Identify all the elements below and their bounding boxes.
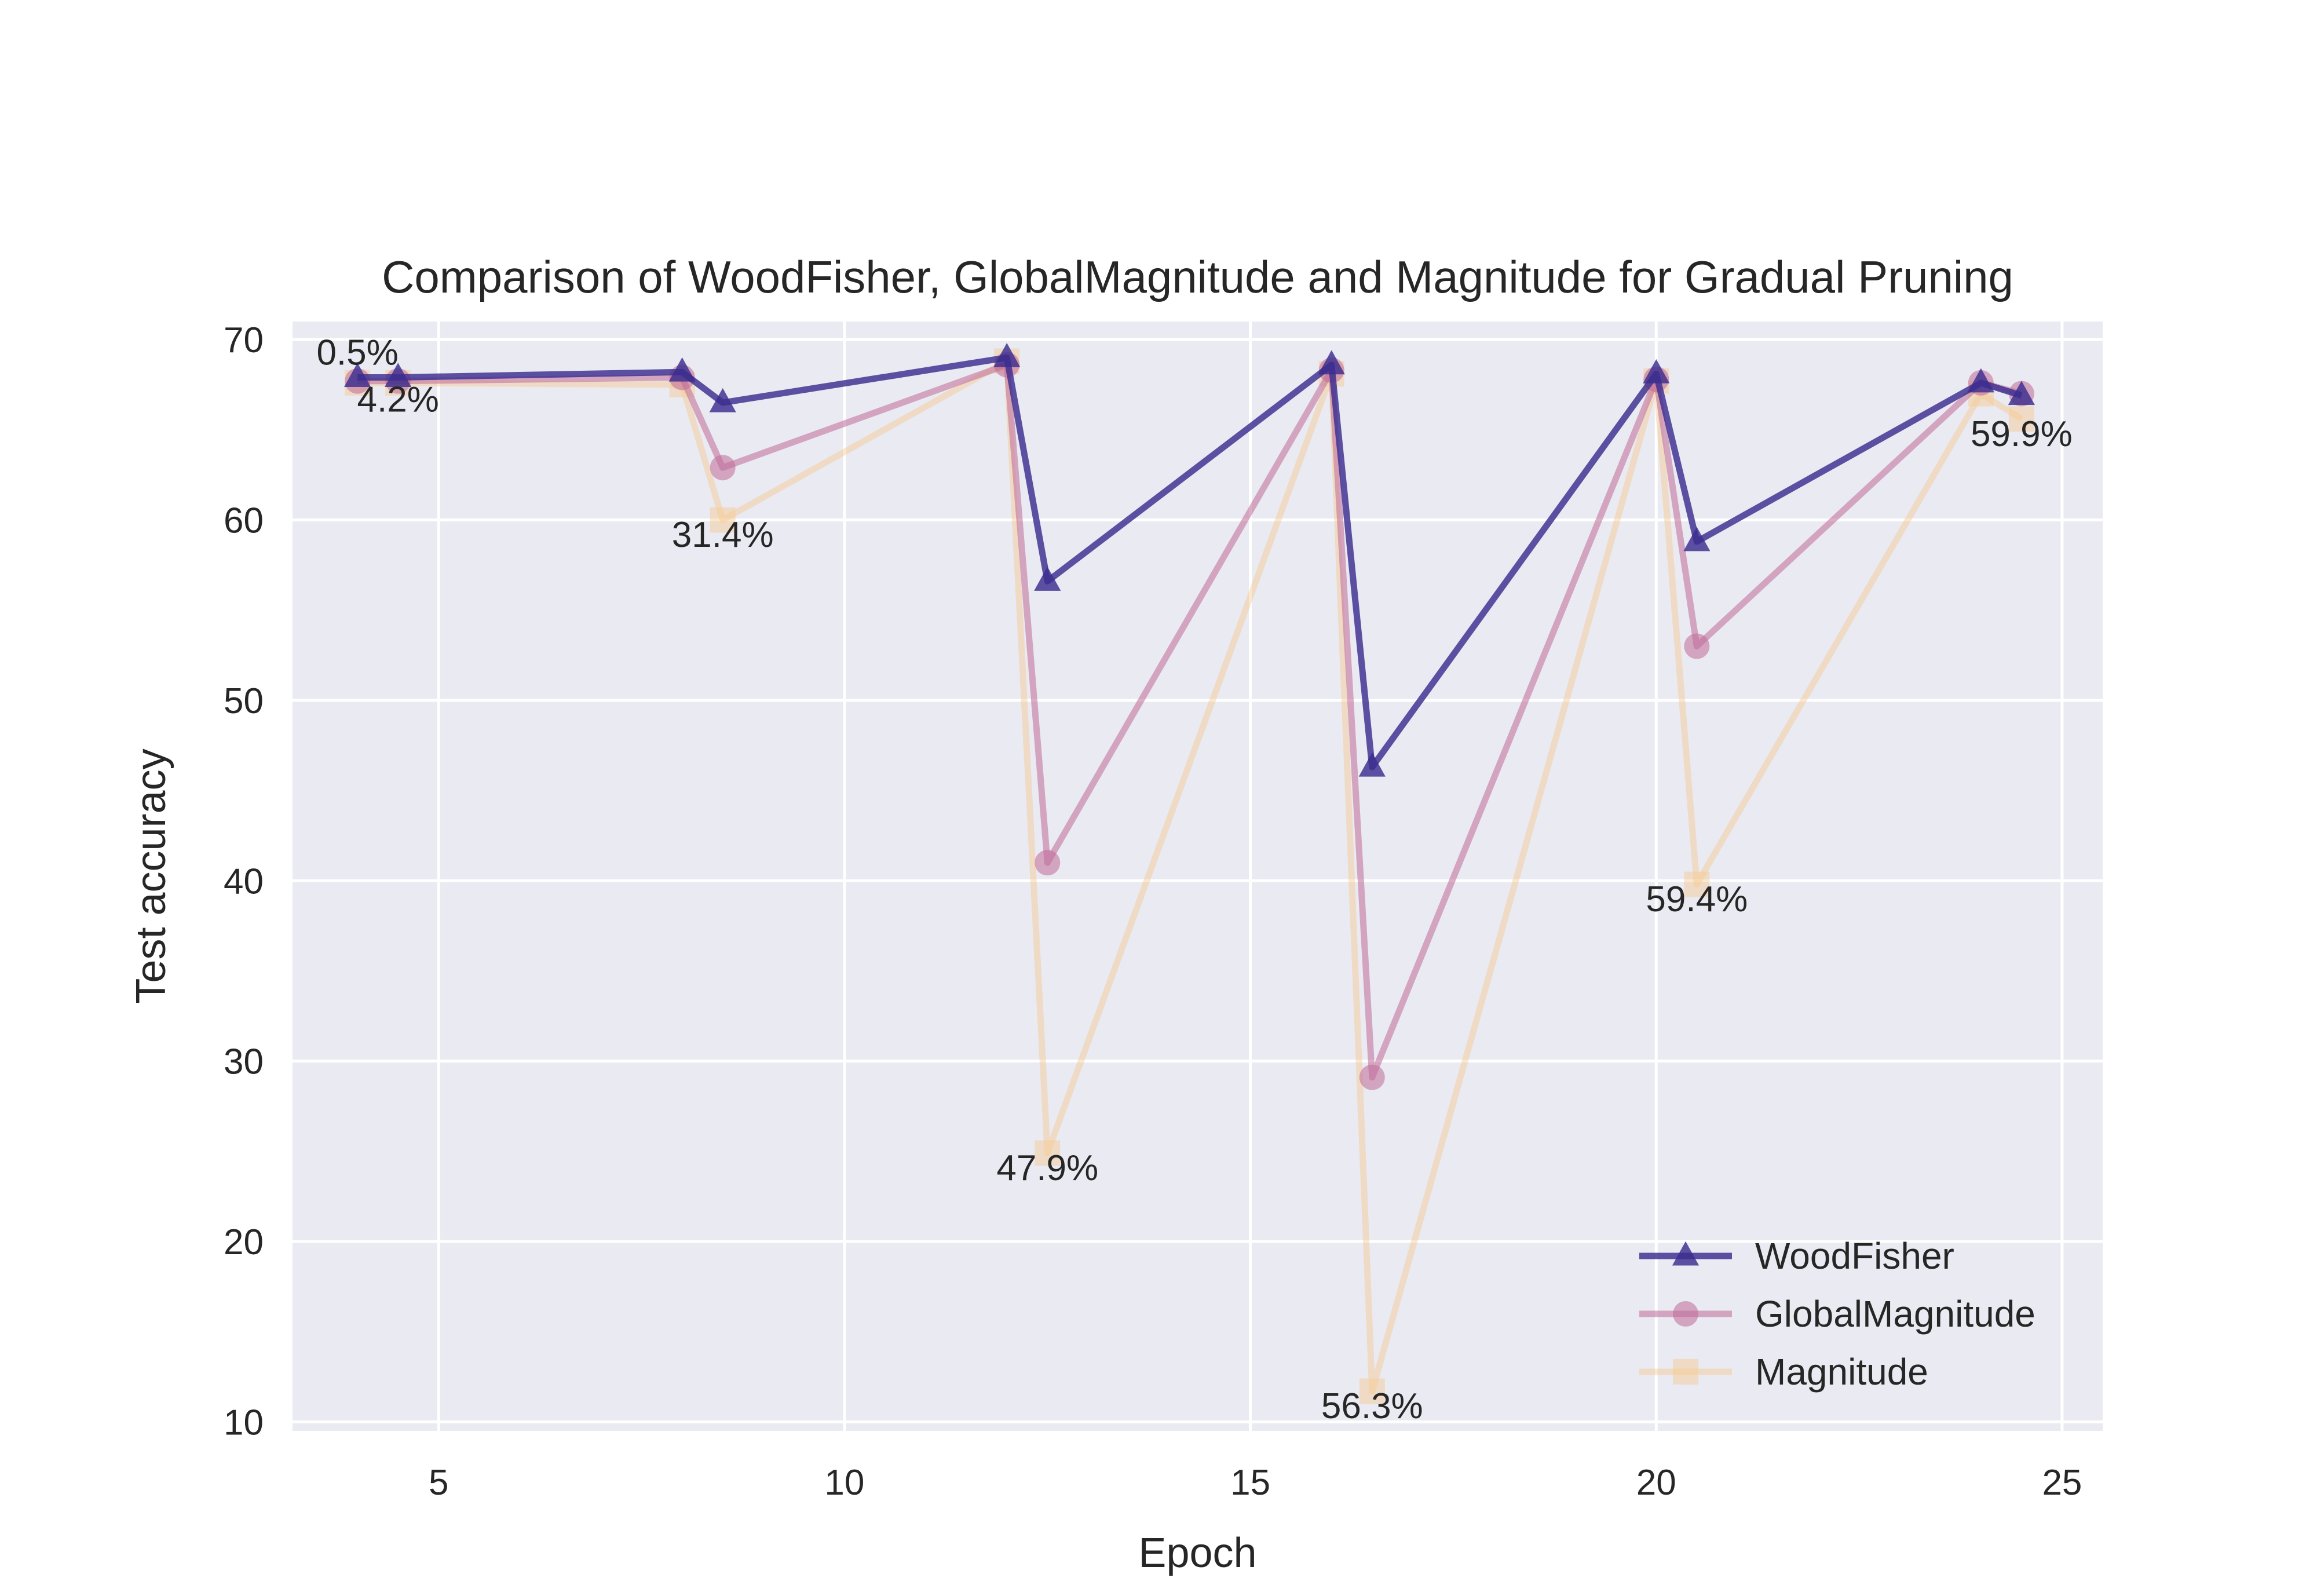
chart-title: Comparison of WoodFisher, GlobalMagnitud…	[382, 251, 2013, 302]
x-tick-label: 20	[1636, 1463, 1676, 1503]
data-point-woodfisher	[1358, 752, 1386, 777]
annotation-label: 47.9%	[996, 1148, 1098, 1188]
data-point-magnitude	[1035, 1140, 1061, 1166]
data-point-woodfisher	[385, 363, 412, 388]
data-point-woodfisher	[344, 363, 371, 388]
x-axis-label: Epoch	[1138, 1530, 1256, 1576]
data-point-woodfisher	[1967, 368, 1994, 393]
legend-item-magnitude: Magnitude	[1639, 1351, 1928, 1393]
y-tick-label: 40	[224, 861, 264, 901]
legend-label: WoodFisher	[1755, 1235, 1954, 1277]
data-point-magnitude	[1359, 1378, 1385, 1404]
legend-item-globalmagnitude: GlobalMagnitude	[1639, 1293, 2035, 1335]
data-point-woodfisher	[1318, 350, 1345, 375]
y-tick-label: 70	[224, 320, 264, 360]
data-point-woodfisher	[1643, 359, 1670, 384]
legend-marker-woodfisher	[1672, 1241, 1700, 1266]
data-point-magnitude	[1684, 871, 1710, 897]
annotation-label: 4.2%	[357, 380, 439, 420]
y-tick-label: 20	[224, 1222, 264, 1262]
data-point-globalmagnitude	[1684, 633, 1710, 659]
y-tick-label: 30	[224, 1042, 264, 1082]
plot-area	[293, 322, 2103, 1431]
series-layer	[344, 342, 2035, 1404]
data-point-magnitude	[2008, 406, 2034, 432]
series-line-magnitude	[357, 358, 2023, 1394]
annotation-label: 0.5%	[316, 333, 398, 373]
annotations: 0.5% 4.2% 31.4% 47.9% 56.3% 59.4% 59.9%	[316, 333, 2072, 1426]
annotation-label: 56.3%	[1321, 1386, 1423, 1426]
legend-marker-magnitude	[1673, 1359, 1698, 1385]
data-point-magnitude	[710, 507, 736, 533]
series-woodfisher	[344, 342, 2035, 777]
legend-marker-globalmagnitude	[1673, 1301, 1698, 1327]
legend-label: GlobalMagnitude	[1755, 1293, 2035, 1335]
grid	[293, 322, 2103, 1431]
annotation-label: 31.4%	[672, 515, 774, 555]
data-point-woodfisher	[709, 388, 736, 412]
x-tick-label: 15	[1230, 1463, 1270, 1503]
y-tick-label: 10	[224, 1403, 264, 1442]
annotation-label: 59.9%	[1971, 414, 2073, 454]
series-line-woodfisher	[357, 354, 2023, 770]
legend-label: Magnitude	[1755, 1351, 1928, 1393]
data-point-woodfisher	[1034, 567, 1061, 591]
x-tick-label: 10	[824, 1463, 864, 1503]
tick-labels: 5 10 15 20 25 10 20 30 40 50 60 70	[224, 320, 2082, 1503]
y-tick-label: 60	[224, 501, 264, 541]
y-tick-label: 50	[224, 681, 264, 721]
legend: WoodFisher GlobalMagnitude Magnitude	[1639, 1235, 2035, 1393]
x-tick-label: 25	[2042, 1463, 2082, 1503]
data-point-woodfisher	[668, 357, 696, 382]
data-point-globalmagnitude	[1035, 850, 1061, 876]
data-point-woodfisher	[2008, 381, 2035, 406]
y-axis-label: Test accuracy	[128, 748, 174, 1003]
data-point-globalmagnitude	[1359, 1064, 1385, 1090]
legend-item-woodfisher: WoodFisher	[1639, 1235, 1954, 1277]
x-tick-label: 5	[429, 1463, 448, 1503]
data-point-globalmagnitude	[710, 455, 736, 481]
series-line-globalmagnitude	[357, 361, 2023, 1081]
annotation-label: 59.4%	[1646, 879, 1748, 919]
data-point-woodfisher	[993, 342, 1021, 367]
data-point-woodfisher	[1683, 527, 1711, 552]
